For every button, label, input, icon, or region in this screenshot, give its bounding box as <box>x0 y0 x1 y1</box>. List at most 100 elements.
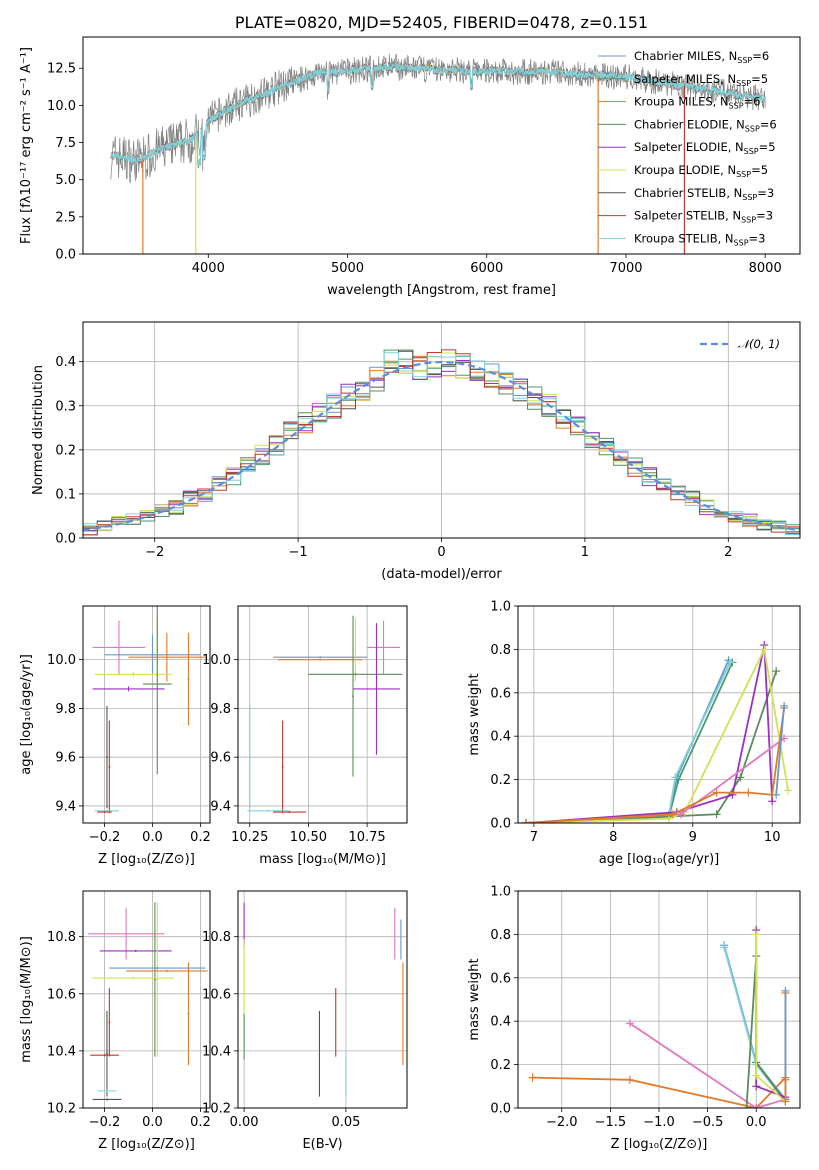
legend-subscript: SSP <box>741 216 756 225</box>
y-axis-label: mass weight <box>467 958 482 1040</box>
y-tick-label: 10.8 <box>47 930 76 945</box>
x-tick-label: 4000 <box>192 261 225 276</box>
legend-subscript: SSP <box>734 238 749 247</box>
legend-tail: =6 <box>752 49 769 63</box>
x-axis-label: Z [log₁₀(Z/Z⊙)] <box>98 1137 195 1152</box>
y-tick-label: 0.4 <box>490 730 511 745</box>
legend-subscript: SSP <box>736 170 751 179</box>
age_vs_mass-frame <box>237 605 408 824</box>
chart-title: PLATE=0820, MJD=52405, FIBERID=0478, z=0… <box>235 13 648 32</box>
y-tick-label: 10.2 <box>47 1102 76 1117</box>
legend-subscript: SSP <box>742 193 757 202</box>
spectrum-frame <box>82 36 801 255</box>
legend-subscript: SSP <box>737 56 752 65</box>
y-tick-label: 1.0 <box>490 885 511 900</box>
legend-tail: =5 <box>751 163 768 177</box>
x-tick-label: 0.05 <box>331 1115 360 1130</box>
x-tick-label: 5000 <box>331 261 364 276</box>
y-tick-label: 10.6 <box>47 987 76 1002</box>
y-tick-label: 10.6 <box>202 987 231 1002</box>
x-tick-label: 9 <box>689 830 697 845</box>
y-tick-label: 0.0 <box>490 1102 511 1117</box>
x-tick-label: 7000 <box>609 261 642 276</box>
x-tick-label: 2 <box>724 545 732 560</box>
y-tick-label: 10.4 <box>47 1044 76 1059</box>
y-tick-label: 9.8 <box>210 702 231 717</box>
weight-line-6 <box>755 934 786 1103</box>
x-tick-label: 10.75 <box>348 830 385 845</box>
x-tick-label: 1 <box>581 545 589 560</box>
legend-entry: Salpeter MILES, NSSP=5 <box>634 72 768 88</box>
x-tick-label: −2 <box>145 545 164 560</box>
y-tick-label: 9.8 <box>55 702 76 717</box>
x-axis-label: mass [log₁₀(M/M⊙)] <box>259 852 386 867</box>
y-tick-label: 10.8 <box>202 930 231 945</box>
weight-line-8 <box>775 705 785 795</box>
y-tick-label: 0.2 <box>490 1058 511 1073</box>
x-tick-label: 8 <box>609 830 617 845</box>
y-axis-label: Normed distribution <box>31 365 46 495</box>
legend-subscript: SSP <box>736 79 751 88</box>
x-tick-label: 0.00 <box>230 1115 259 1130</box>
legend-tail: =3 <box>756 209 773 223</box>
weight-line-5 <box>755 930 786 1099</box>
mass_vs_ebv-frame <box>237 890 408 1109</box>
x-axis-label: E(B-V) <box>302 1137 342 1152</box>
model-line-stelib-kroupa <box>110 62 766 167</box>
x-tick-label: −1.0 <box>643 1115 675 1130</box>
y-tick-label: 0.6 <box>490 686 511 701</box>
y-tick-label: 2.5 <box>55 210 76 225</box>
x-axis-label: Z [log₁₀(Z/Z⊙)] <box>98 852 195 867</box>
age_vs_Z-errorbars <box>92 606 206 814</box>
age_vs_Z-frame <box>82 605 211 824</box>
legend-subscript: SSP <box>729 102 744 111</box>
weight-line-0 <box>525 659 730 823</box>
x-tick-label: 10.25 <box>231 830 268 845</box>
legend-entry: Kroupa STELIB, NSSP=3 <box>634 231 765 247</box>
weight-line-4 <box>525 644 774 823</box>
mass_vs_Z-frame <box>82 890 211 1109</box>
y-tick-label: 9.4 <box>210 799 231 814</box>
legend-tail: =6 <box>744 95 761 109</box>
y-tick-label: 9.6 <box>55 751 76 766</box>
y-tick-label: 0.0 <box>55 248 76 263</box>
y-tick-label: 10.2 <box>202 1102 231 1117</box>
y-tick-label: 0.0 <box>55 532 76 547</box>
data-layer <box>83 53 800 1108</box>
x-tick-label: −0.2 <box>89 1115 121 1130</box>
x-tick-label: 0.0 <box>746 1115 767 1130</box>
y-axis-label: age [log₁₀(age/yr)] <box>19 654 34 775</box>
y-tick-label: 12.5 <box>47 62 76 77</box>
legend-subscript: SSP <box>745 124 760 133</box>
x-tick-label: 0.0 <box>142 830 163 845</box>
grid-layer <box>83 322 800 1109</box>
legend-tail: =5 <box>759 140 776 154</box>
legend-entry: Chabrier STELIB, NSSP=3 <box>634 186 774 202</box>
legend-tail: =3 <box>757 186 774 200</box>
y-tick-label: 7.5 <box>55 136 76 151</box>
x-tick-label: 7 <box>530 830 538 845</box>
weight-line-7 <box>525 707 785 823</box>
weight_vs_age-lines <box>521 641 793 823</box>
mass_vs_ebv-errorbars <box>243 902 404 1097</box>
y-tick-label: 1.0 <box>490 600 511 615</box>
weight-line-1 <box>629 1022 786 1108</box>
weight-line-6 <box>525 737 785 823</box>
y-tick-label: 0.8 <box>490 928 511 943</box>
y-tick-label: 10.0 <box>202 653 231 668</box>
legend-entry: Salpeter STELIB, NSSP=3 <box>634 209 773 225</box>
x-tick-label: −0.5 <box>692 1115 724 1130</box>
legend-entry: Kroupa ELODIE, NSSP=5 <box>634 163 768 179</box>
normal-curve <box>83 360 800 532</box>
y-tick-label: 10.4 <box>202 1044 231 1059</box>
x-tick-label: 8000 <box>749 261 782 276</box>
y-tick-label: 10.0 <box>47 99 76 114</box>
x-tick-label: 0.2 <box>190 1115 211 1130</box>
x-tick-label: −2.0 <box>546 1115 578 1130</box>
y-tick-label: 0.2 <box>55 443 76 458</box>
x-tick-label: 0.2 <box>190 830 211 845</box>
hist-group <box>83 349 800 538</box>
y-tick-label: 10.0 <box>47 653 76 668</box>
x-tick-label: 0 <box>437 545 445 560</box>
legend-tail: =6 <box>760 117 777 131</box>
